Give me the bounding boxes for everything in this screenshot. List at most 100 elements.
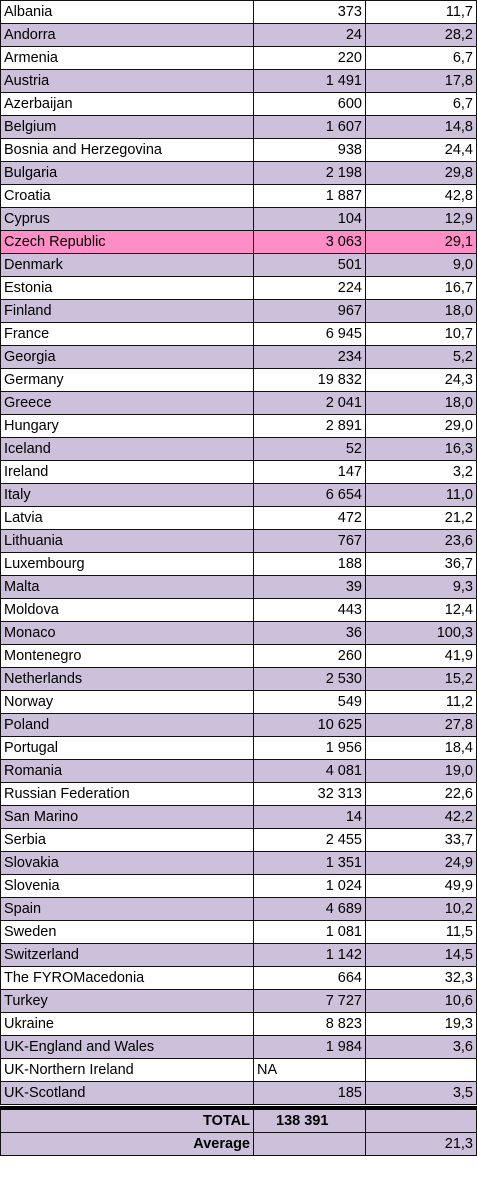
- country-cell[interactable]: San Marino: [0, 805, 254, 829]
- rate-cell[interactable]: 33,7: [365, 828, 477, 852]
- country-cell[interactable]: Armenia: [0, 46, 254, 70]
- country-cell[interactable]: Sweden: [0, 920, 254, 944]
- country-cell[interactable]: Serbia: [0, 828, 254, 852]
- rate-cell[interactable]: [365, 1058, 477, 1082]
- country-cell[interactable]: Lithuania: [0, 529, 254, 553]
- country-cell[interactable]: Iceland: [0, 437, 254, 461]
- rate-cell[interactable]: 9,3: [365, 575, 477, 599]
- average-label[interactable]: Average: [0, 1132, 254, 1156]
- rate-cell[interactable]: 9,0: [365, 253, 477, 277]
- rate-cell[interactable]: 18,0: [365, 299, 477, 323]
- count-cell[interactable]: 1 491: [253, 69, 366, 93]
- rate-cell[interactable]: 11,7: [365, 0, 477, 24]
- count-cell[interactable]: 260: [253, 644, 366, 668]
- count-cell[interactable]: 2 198: [253, 161, 366, 185]
- count-cell[interactable]: 24: [253, 23, 366, 47]
- count-cell[interactable]: 4 081: [253, 759, 366, 783]
- rate-cell[interactable]: 24,4: [365, 138, 477, 162]
- country-cell[interactable]: Norway: [0, 690, 254, 714]
- count-cell[interactable]: 234: [253, 345, 366, 369]
- rate-cell[interactable]: 29,1: [365, 230, 477, 254]
- count-cell[interactable]: 443: [253, 598, 366, 622]
- count-cell[interactable]: 3 063: [253, 230, 366, 254]
- count-cell[interactable]: 938: [253, 138, 366, 162]
- count-cell[interactable]: 6 945: [253, 322, 366, 346]
- count-cell[interactable]: 36: [253, 621, 366, 645]
- rate-cell[interactable]: 11,5: [365, 920, 477, 944]
- country-cell[interactable]: Latvia: [0, 506, 254, 530]
- rate-cell[interactable]: 100,3: [365, 621, 477, 645]
- rate-cell[interactable]: 5,2: [365, 345, 477, 369]
- rate-cell[interactable]: 12,4: [365, 598, 477, 622]
- average-count-cell[interactable]: [253, 1132, 366, 1156]
- rate-cell[interactable]: 10,6: [365, 989, 477, 1013]
- rate-cell[interactable]: 10,2: [365, 897, 477, 921]
- count-cell[interactable]: 600: [253, 92, 366, 116]
- count-cell[interactable]: 1 984: [253, 1035, 366, 1059]
- country-cell[interactable]: Netherlands: [0, 667, 254, 691]
- count-cell[interactable]: 501: [253, 253, 366, 277]
- rate-cell[interactable]: 6,7: [365, 46, 477, 70]
- rate-cell[interactable]: 49,9: [365, 874, 477, 898]
- country-cell[interactable]: Finland: [0, 299, 254, 323]
- count-cell[interactable]: 6 654: [253, 483, 366, 507]
- country-cell[interactable]: Denmark: [0, 253, 254, 277]
- rate-cell[interactable]: 29,0: [365, 414, 477, 438]
- country-cell[interactable]: Russian Federation: [0, 782, 254, 806]
- rate-cell[interactable]: 16,7: [365, 276, 477, 300]
- country-cell[interactable]: Georgia: [0, 345, 254, 369]
- count-cell[interactable]: 1 956: [253, 736, 366, 760]
- rate-cell[interactable]: 19,0: [365, 759, 477, 783]
- country-cell[interactable]: UK-England and Wales: [0, 1035, 254, 1059]
- rate-cell[interactable]: 12,9: [365, 207, 477, 231]
- country-cell[interactable]: Belgium: [0, 115, 254, 139]
- country-cell[interactable]: Switzerland: [0, 943, 254, 967]
- rate-cell[interactable]: 6,7: [365, 92, 477, 116]
- country-cell[interactable]: Estonia: [0, 276, 254, 300]
- rate-cell[interactable]: 28,2: [365, 23, 477, 47]
- count-cell[interactable]: 8 823: [253, 1012, 366, 1036]
- country-cell[interactable]: Romania: [0, 759, 254, 783]
- rate-cell[interactable]: 18,4: [365, 736, 477, 760]
- rate-cell[interactable]: 24,3: [365, 368, 477, 392]
- average-value[interactable]: 21,3: [365, 1132, 477, 1156]
- count-cell[interactable]: 52: [253, 437, 366, 461]
- rate-cell[interactable]: 14,5: [365, 943, 477, 967]
- country-cell[interactable]: Ireland: [0, 460, 254, 484]
- count-cell[interactable]: 1 024: [253, 874, 366, 898]
- count-cell[interactable]: 104: [253, 207, 366, 231]
- rate-cell[interactable]: 21,2: [365, 506, 477, 530]
- total-rate-cell[interactable]: [365, 1107, 477, 1133]
- rate-cell[interactable]: 42,8: [365, 184, 477, 208]
- count-cell[interactable]: 664: [253, 966, 366, 990]
- country-cell[interactable]: Turkey: [0, 989, 254, 1013]
- rate-cell[interactable]: 11,2: [365, 690, 477, 714]
- rate-cell[interactable]: 3,6: [365, 1035, 477, 1059]
- rate-cell[interactable]: 15,2: [365, 667, 477, 691]
- rate-cell[interactable]: 27,8: [365, 713, 477, 737]
- country-cell[interactable]: Greece: [0, 391, 254, 415]
- country-cell[interactable]: Slovenia: [0, 874, 254, 898]
- count-cell[interactable]: 1 142: [253, 943, 366, 967]
- rate-cell[interactable]: 14,8: [365, 115, 477, 139]
- rate-cell[interactable]: 11,0: [365, 483, 477, 507]
- country-cell[interactable]: Moldova: [0, 598, 254, 622]
- country-cell[interactable]: UK-Scotland: [0, 1081, 254, 1105]
- rate-cell[interactable]: 24,9: [365, 851, 477, 875]
- count-cell[interactable]: 14: [253, 805, 366, 829]
- country-cell[interactable]: Hungary: [0, 414, 254, 438]
- rate-cell[interactable]: 17,8: [365, 69, 477, 93]
- country-cell[interactable]: Montenegro: [0, 644, 254, 668]
- rate-cell[interactable]: 32,3: [365, 966, 477, 990]
- rate-cell[interactable]: 3,2: [365, 460, 477, 484]
- count-cell[interactable]: 472: [253, 506, 366, 530]
- country-cell[interactable]: Ukraine: [0, 1012, 254, 1036]
- count-cell[interactable]: 4 689: [253, 897, 366, 921]
- count-cell[interactable]: 147: [253, 460, 366, 484]
- country-cell[interactable]: Andorra: [0, 23, 254, 47]
- rate-cell[interactable]: 16,3: [365, 437, 477, 461]
- count-cell[interactable]: 2 530: [253, 667, 366, 691]
- count-cell[interactable]: 185: [253, 1081, 366, 1105]
- count-cell[interactable]: 2 041: [253, 391, 366, 415]
- country-cell[interactable]: The FYROMacedonia: [0, 966, 254, 990]
